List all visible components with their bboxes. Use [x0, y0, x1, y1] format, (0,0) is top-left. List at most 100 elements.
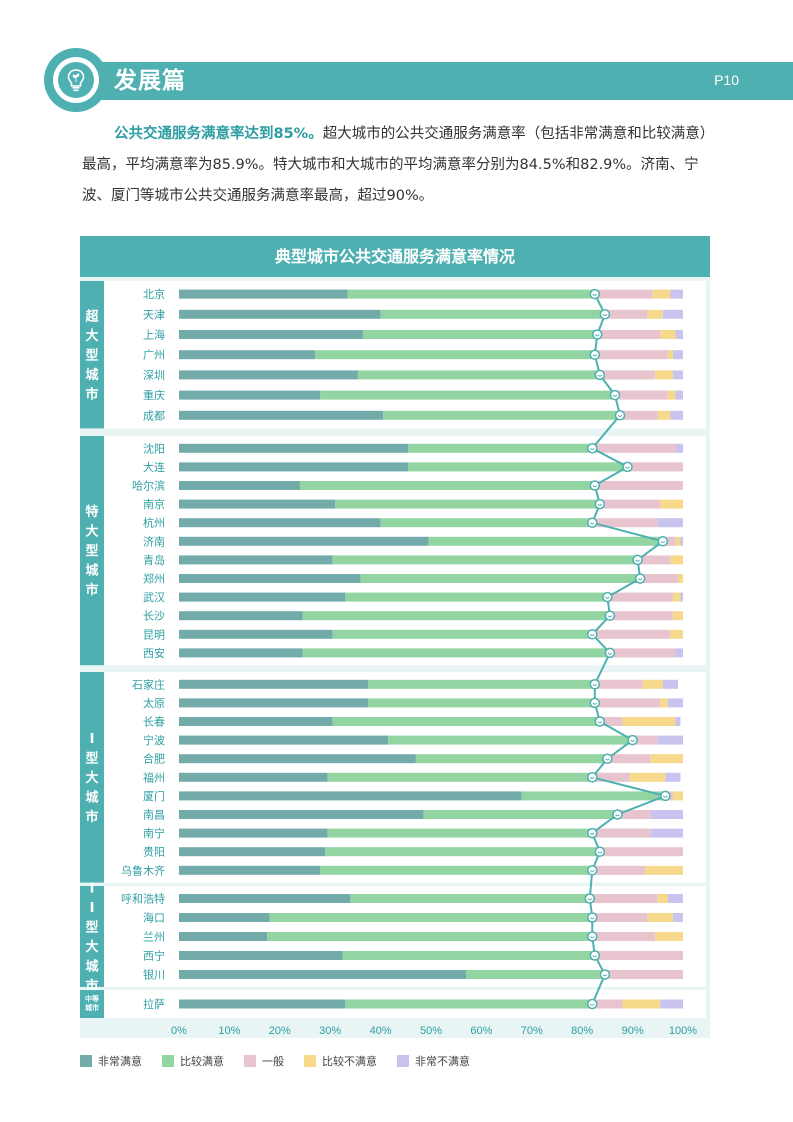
satisfaction-marker — [604, 647, 616, 659]
bar-segment — [592, 518, 658, 528]
bar-segment — [521, 791, 666, 801]
bar-segment — [368, 679, 595, 689]
marker-smile — [605, 758, 610, 761]
bar-segment — [179, 481, 300, 490]
bar-segment — [675, 648, 683, 658]
group-panel — [104, 436, 706, 666]
x-tick-label: 70% — [521, 1025, 543, 1037]
city-label: 长春 — [143, 716, 165, 729]
marker-smile — [602, 313, 608, 317]
bar-segment — [589, 894, 658, 903]
bar-segment — [592, 913, 648, 922]
bar-segment — [179, 865, 321, 875]
marker-smile — [605, 596, 610, 599]
marker-smile — [589, 936, 595, 939]
bar-segment — [179, 330, 363, 339]
satisfaction-marker — [587, 772, 598, 783]
marker-smile — [625, 466, 630, 469]
bar-segment — [179, 754, 416, 764]
bar-segment — [594, 481, 683, 490]
chart-legend: 非常满意 比较满意 一般 比较不满意 非常不满意 — [80, 1053, 490, 1069]
bar-segment — [267, 932, 593, 941]
legend-swatch — [304, 1055, 316, 1067]
group-label: 中等城市 — [85, 994, 99, 1012]
bar-segment — [299, 481, 595, 490]
page-number: P10 — [714, 72, 739, 88]
satisfaction-marker — [587, 443, 598, 454]
bar-segment — [662, 309, 683, 319]
bar-segment — [380, 518, 593, 528]
marker-smile — [660, 540, 666, 544]
city-label: 贵阳 — [143, 846, 165, 859]
satisfaction-marker — [587, 827, 598, 839]
group-label: I 型大城市 — [85, 732, 98, 825]
bar-segment — [657, 735, 683, 745]
bar-segment — [622, 717, 676, 726]
bar-segment — [383, 410, 620, 420]
city-label: 济南 — [143, 534, 165, 548]
bar-segment — [670, 410, 683, 420]
bar-segment — [617, 810, 651, 819]
bar-segment — [594, 350, 668, 360]
bar-segment — [592, 932, 656, 941]
satisfaction-marker — [587, 865, 598, 876]
bar-segment — [179, 951, 343, 960]
legend-label: 非常满意 — [98, 1055, 142, 1068]
marker-smile — [592, 683, 598, 687]
city-label: 重庆 — [143, 388, 165, 402]
bar-segment — [645, 865, 683, 875]
legend-swatch — [397, 1055, 409, 1067]
marker-smile — [615, 814, 620, 817]
bar-segment — [179, 390, 321, 400]
city-label: 天津 — [143, 308, 165, 321]
bar-segment — [360, 574, 641, 583]
satisfaction-marker — [634, 573, 646, 584]
bar-segment — [408, 443, 593, 453]
city-label: 拉萨 — [143, 997, 165, 1011]
city-label: 西宁 — [143, 949, 165, 963]
bar-segment — [680, 536, 683, 546]
bar-segment — [660, 499, 683, 509]
bar-segment — [179, 350, 316, 360]
bar-segment — [622, 999, 661, 1009]
bar-segment — [670, 289, 683, 299]
city-label: 深圳 — [143, 369, 165, 382]
satisfaction-marker — [592, 329, 603, 340]
legend-item: 比较满意 — [162, 1053, 224, 1069]
bar-segment — [594, 679, 643, 689]
bar-segment — [675, 390, 683, 400]
bar-segment — [179, 717, 333, 726]
marker-smile — [592, 702, 598, 705]
bar-segment — [269, 913, 593, 922]
marker-smile — [630, 739, 635, 742]
bar-segment — [179, 791, 522, 801]
bar-segment — [179, 555, 333, 565]
bar-segment — [672, 791, 683, 801]
bar-segment — [345, 592, 608, 602]
bar-segment — [423, 810, 618, 819]
bar-segment — [179, 772, 328, 782]
satisfaction-marker — [587, 998, 598, 1010]
bar-segment — [179, 847, 326, 857]
city-label: 乌鲁木齐 — [121, 863, 165, 877]
x-tick-label: 80% — [571, 1025, 593, 1037]
bar-segment — [599, 499, 661, 509]
bar-segment — [632, 735, 658, 745]
city-label: 西安 — [143, 646, 165, 660]
x-tick-label: 40% — [370, 1025, 392, 1037]
bar-segment — [655, 932, 683, 941]
bar-segment — [675, 536, 681, 546]
bar-segment — [672, 611, 683, 621]
city-label: 哈尔滨 — [132, 479, 165, 493]
bar-segment — [592, 999, 623, 1009]
x-tick-label: 90% — [622, 1025, 644, 1037]
group-label: 特大型城市 — [85, 504, 98, 598]
section-title: 发展篇 — [114, 68, 186, 94]
city-label: 太原 — [143, 697, 165, 710]
marker-smile — [587, 898, 593, 901]
bar-segment — [675, 330, 683, 339]
marker-smile — [597, 503, 603, 506]
bar-segment — [599, 847, 683, 857]
bar-segment — [332, 629, 593, 639]
bar-segment — [599, 370, 656, 380]
